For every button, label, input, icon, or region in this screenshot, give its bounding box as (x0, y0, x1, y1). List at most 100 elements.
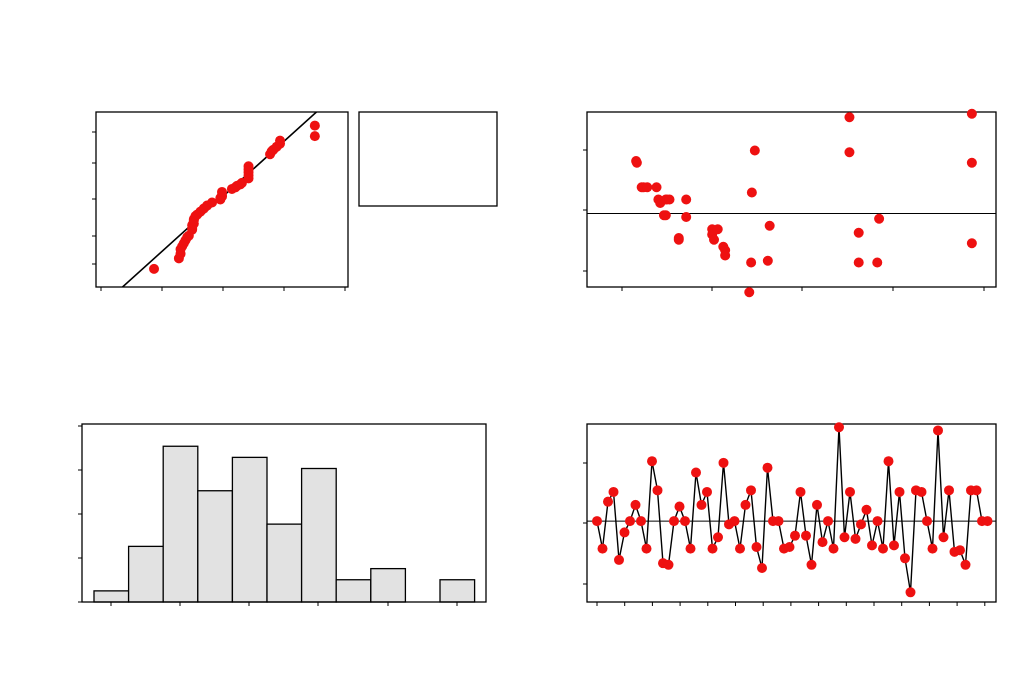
bar-10 (439, 579, 476, 603)
point-62 (933, 425, 943, 436)
point-49 (861, 504, 872, 515)
point-5 (619, 527, 630, 538)
point-20 (702, 486, 712, 497)
point-4 (614, 554, 624, 565)
point-53 (883, 456, 894, 467)
point-42 (823, 516, 833, 527)
point-25 (217, 186, 227, 197)
point-35 (872, 257, 883, 268)
residuals-in-order-plot (583, 422, 997, 606)
point-1 (597, 543, 608, 554)
point-54 (889, 540, 899, 551)
point-69 (971, 485, 982, 496)
point-42 (309, 131, 320, 142)
point-3 (608, 486, 619, 497)
point-38 (801, 530, 811, 541)
point-17 (685, 543, 696, 554)
point-11 (652, 485, 663, 496)
series-line (596, 427, 988, 593)
point-47 (850, 533, 861, 544)
plot-frame (586, 111, 997, 288)
point-4 (642, 182, 653, 193)
point-9 (641, 543, 652, 554)
point-44 (834, 422, 844, 433)
point-31 (762, 462, 773, 473)
point-59 (916, 486, 927, 497)
point-32 (853, 227, 864, 238)
point-33 (773, 516, 784, 527)
point-8 (636, 516, 646, 527)
point-19 (709, 234, 720, 245)
point-39 (806, 559, 817, 570)
point-14 (673, 234, 684, 245)
point-25 (729, 516, 740, 527)
point-15 (681, 212, 692, 222)
point-37 (966, 157, 977, 168)
plot-frame (586, 423, 997, 603)
point-61 (927, 543, 938, 554)
bar-6 (300, 467, 337, 603)
point-1 (631, 157, 642, 168)
point-64 (944, 485, 954, 496)
bar-7 (335, 579, 372, 603)
point-60 (922, 516, 932, 527)
point-67 (960, 559, 971, 570)
point-5 (651, 182, 662, 193)
point-36 (790, 530, 800, 541)
point-50 (867, 540, 877, 551)
point-6 (625, 516, 635, 527)
point-48 (856, 519, 866, 530)
point-27 (740, 499, 751, 510)
point-14 (669, 516, 679, 527)
bar-5 (266, 523, 303, 603)
point-24 (746, 257, 757, 268)
point-28 (764, 220, 775, 231)
point-12 (664, 194, 675, 205)
legend-frame (358, 111, 498, 207)
point-16 (681, 194, 692, 205)
bar-1 (127, 545, 164, 603)
point-43 (309, 120, 320, 131)
residuals-vs-fitted-plot (583, 108, 997, 298)
point-41 (817, 537, 828, 548)
point-56 (900, 553, 910, 564)
point-16 (680, 516, 690, 527)
point-45 (839, 532, 850, 543)
point-34 (874, 213, 885, 224)
point-25 (744, 287, 755, 298)
point-13 (663, 559, 674, 570)
point-33 (853, 257, 864, 268)
point-40 (812, 499, 822, 510)
point-27 (749, 145, 760, 156)
point-30 (757, 563, 767, 574)
normal-probability-plot (92, 111, 349, 291)
bar-3 (197, 490, 234, 603)
point-51 (872, 516, 883, 527)
point-19 (696, 499, 707, 510)
bar-2 (162, 445, 199, 603)
point-20 (207, 197, 218, 208)
point-57 (905, 587, 916, 598)
point-31 (844, 147, 855, 158)
bar-4 (231, 456, 268, 603)
point-21 (707, 543, 718, 554)
point-35 (784, 541, 795, 552)
point-26 (746, 187, 757, 198)
point-0 (592, 516, 602, 527)
point-28 (746, 485, 756, 496)
point-23 (718, 457, 729, 468)
point-23 (720, 250, 731, 261)
legend-box (358, 111, 498, 207)
point-66 (955, 545, 965, 556)
point-38 (966, 238, 977, 249)
point-29 (751, 541, 762, 552)
point-55 (894, 486, 905, 497)
point-10 (647, 456, 657, 467)
point-43 (828, 543, 839, 554)
point-18 (691, 467, 701, 478)
point-29 (762, 255, 773, 266)
point-46 (845, 486, 855, 497)
point-2 (603, 496, 613, 507)
point-41 (275, 135, 286, 146)
